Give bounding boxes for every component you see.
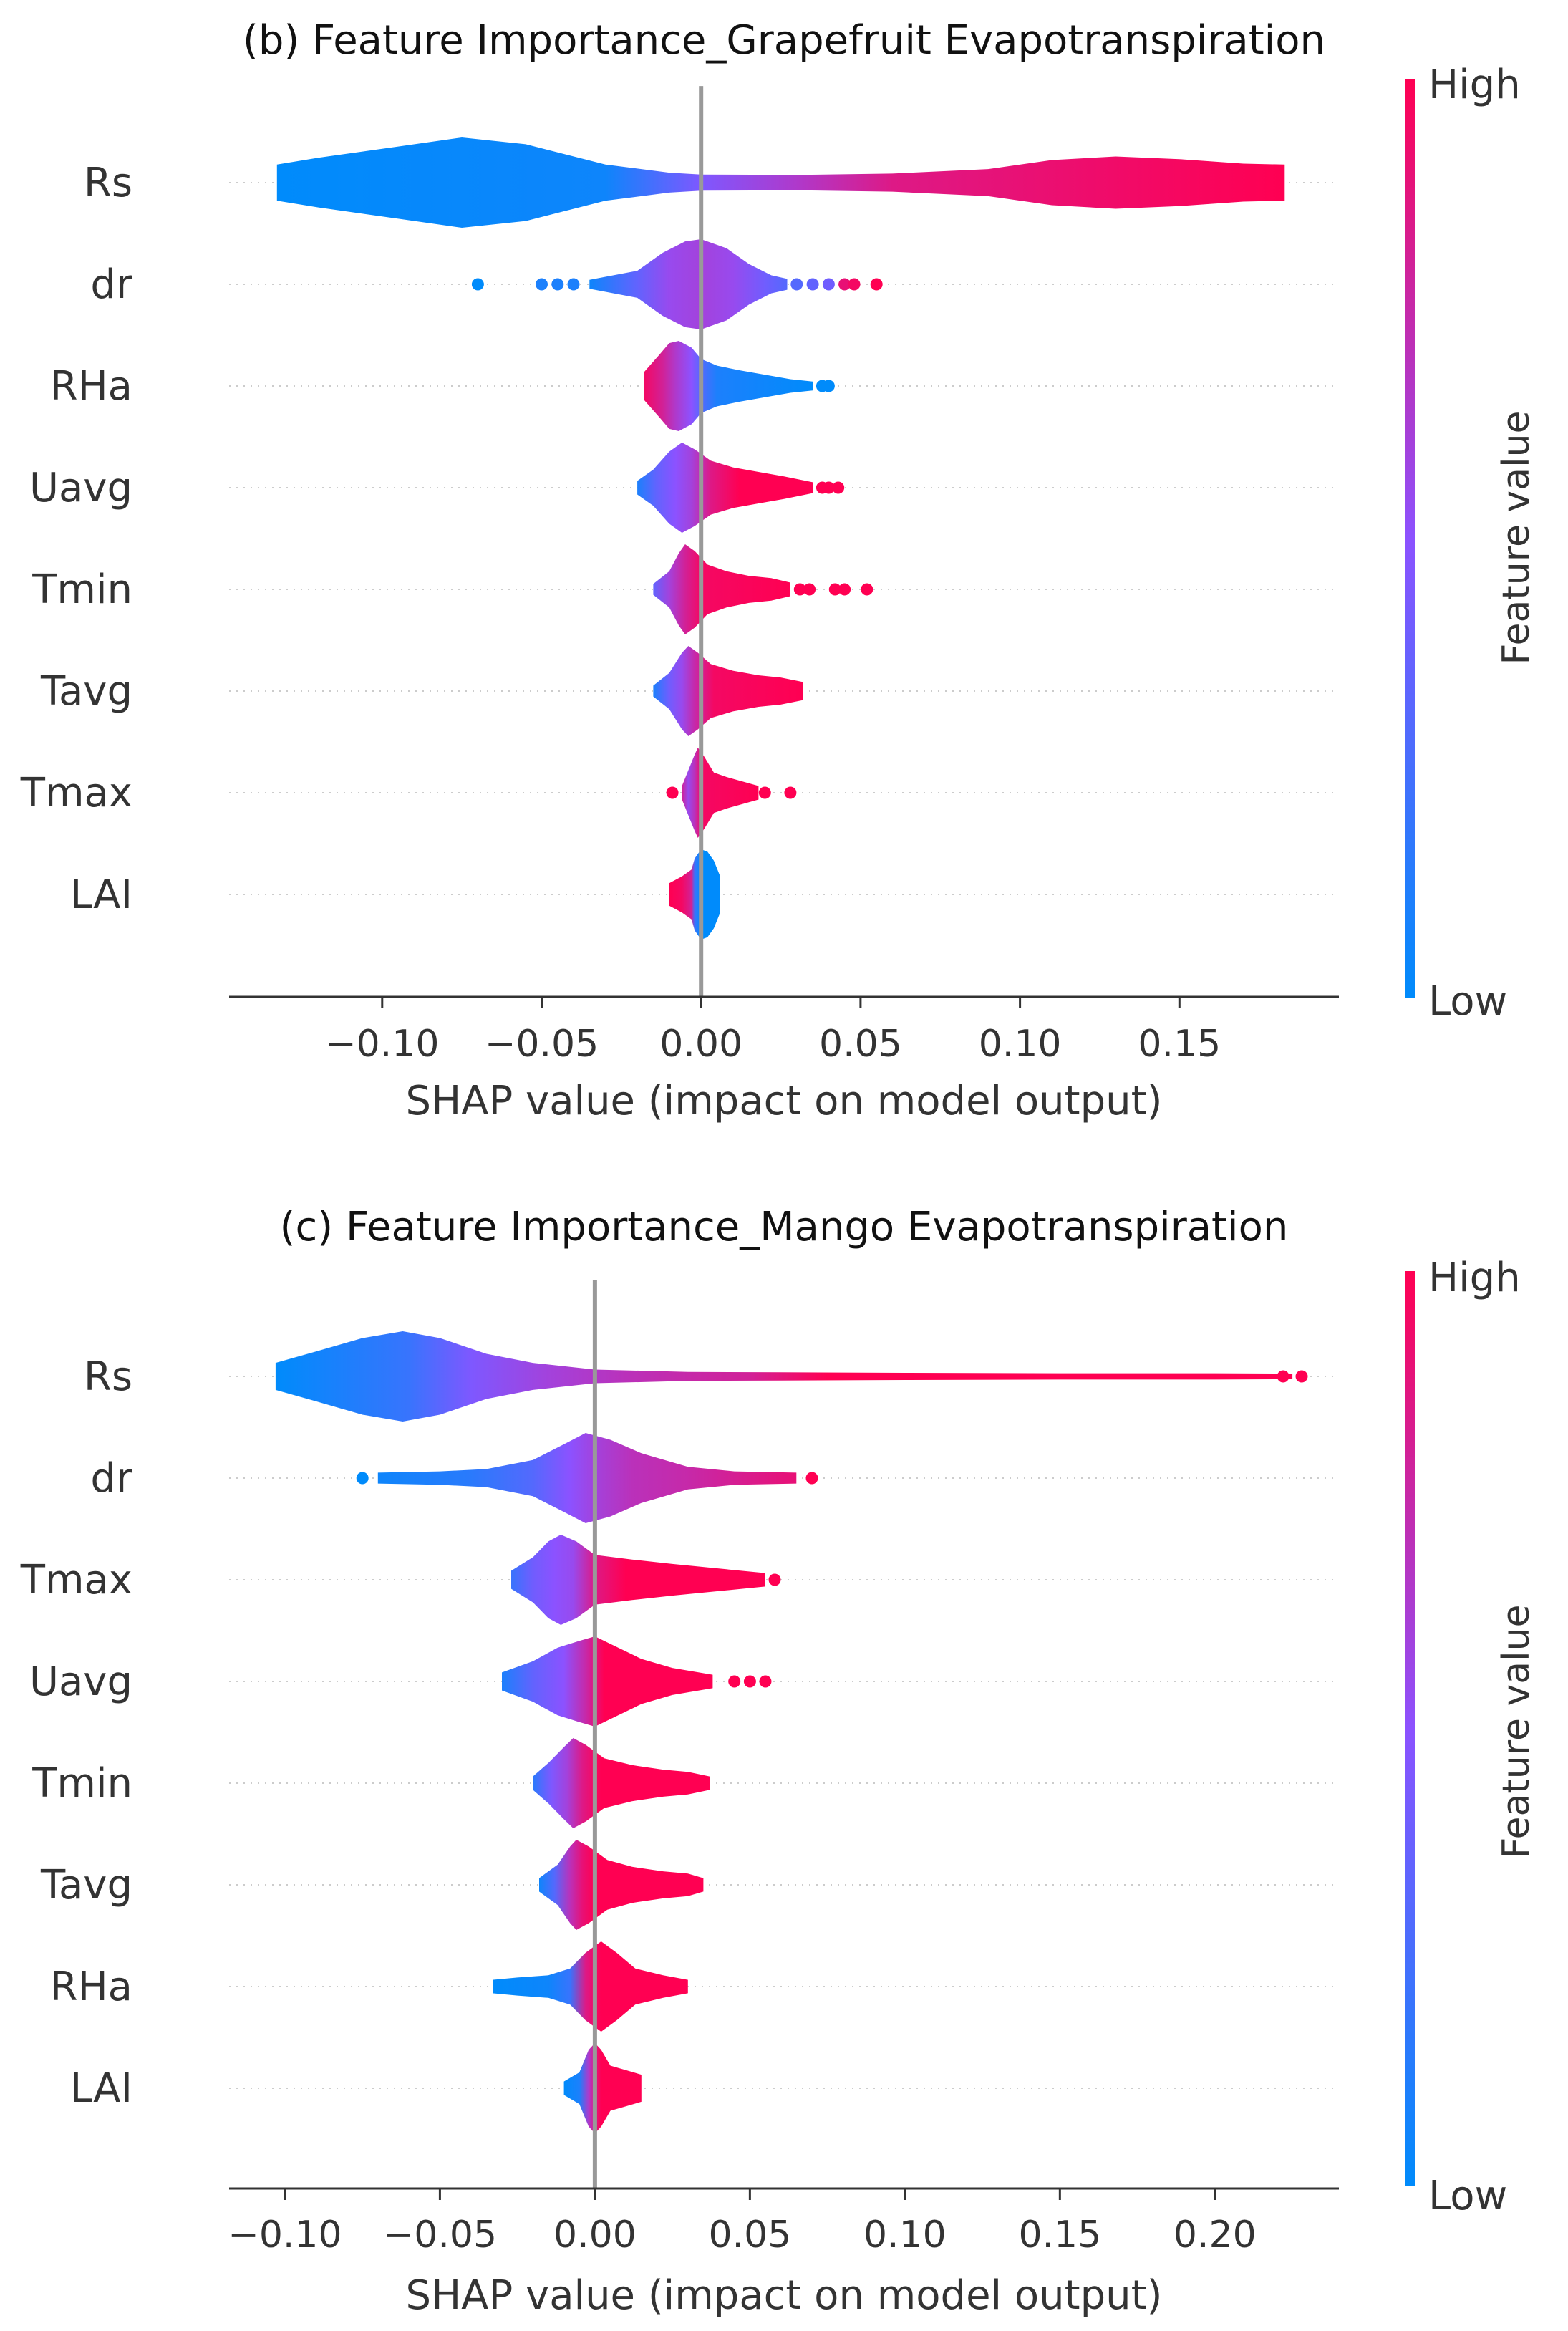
- outlier-point: [567, 278, 580, 291]
- outlier-point: [551, 278, 564, 291]
- outlier-point: [806, 278, 819, 291]
- colorbar-title: Feature value: [1495, 1604, 1538, 1858]
- feature-distribution: [653, 646, 803, 736]
- feature-distribution: [644, 341, 813, 431]
- outlier-point: [803, 583, 816, 596]
- feature-distribution: [275, 1331, 1293, 1422]
- x-tick-label: 0.00: [659, 1023, 742, 1066]
- x-tick-label: 0.00: [553, 2214, 637, 2257]
- feature-distribution: [377, 1433, 797, 1523]
- outlier-point: [784, 786, 797, 799]
- feature-label: Rs: [84, 160, 132, 206]
- outlier-point: [768, 1573, 781, 1586]
- outlier-point: [822, 380, 835, 392]
- chart-title-grapefruit: (b) Feature Importance_Grapefruit Evapot…: [243, 17, 1325, 64]
- feature-label: Tavg: [40, 668, 132, 715]
- x-tick-label: −0.05: [485, 1023, 599, 1066]
- colorbar: [1405, 1271, 1415, 2186]
- feature-label: Uavg: [29, 1659, 132, 1705]
- x-tick-label: 0.10: [863, 2214, 947, 2257]
- feature-distribution: [276, 137, 1285, 228]
- beeswarm-shapes: [275, 1331, 1308, 2133]
- colorbar-low-label: Low: [1428, 978, 1507, 1025]
- feature-label: dr: [90, 261, 133, 308]
- feature-label: Uavg: [29, 465, 132, 511]
- feature-label: Tavg: [40, 1862, 132, 1908]
- outlier-point: [822, 278, 835, 291]
- x-axis-ticks: −0.10 −0.05 0.00 0.05 0.10 0.15: [325, 997, 1221, 1066]
- outlier-point: [356, 1472, 369, 1485]
- colorbar-high-label: High: [1428, 1255, 1521, 1301]
- x-tick-label: −0.10: [228, 2214, 342, 2257]
- feature-distribution: [539, 1840, 704, 1930]
- outlier-point: [759, 1675, 772, 1688]
- colorbar-low-label: Low: [1428, 2173, 1507, 2219]
- outlier-point: [790, 278, 803, 291]
- feature-label: LAI: [70, 872, 132, 918]
- outlier-point: [758, 786, 771, 799]
- outlier-point: [728, 1675, 741, 1688]
- outlier-point: [471, 278, 484, 291]
- x-tick-label: 0.15: [1018, 2214, 1101, 2257]
- outlier-point: [848, 278, 861, 291]
- feature-label: LAI: [70, 2065, 132, 2112]
- x-tick-label: 0.05: [819, 1023, 902, 1066]
- x-tick-label: 0.20: [1173, 2214, 1257, 2257]
- feature-label: RHa: [50, 1964, 132, 2010]
- outlier-point: [870, 278, 883, 291]
- panel-mango: (c) Feature Importance_Mango Evapotransp…: [20, 1204, 1538, 2319]
- outlier-point: [793, 583, 806, 596]
- outlier-point: [838, 278, 851, 291]
- x-tick-label: −0.05: [383, 2214, 497, 2257]
- feature-label: RHa: [50, 363, 132, 410]
- outlier-point: [838, 583, 851, 596]
- x-axis-label: SHAP value (impact on model output): [406, 2272, 1163, 2319]
- x-axis-ticks: −0.10 −0.05 0.00 0.05 0.10 0.15 0.20: [228, 2188, 1257, 2257]
- feature-labels: Rs dr Tmax Uavg Tmin Tavg RHa LAI: [20, 1353, 133, 2112]
- feature-label: dr: [90, 1455, 133, 1502]
- outlier-point: [805, 1472, 818, 1485]
- outlier-point: [666, 786, 679, 799]
- x-tick-label: 0.10: [979, 1023, 1062, 1066]
- feature-label: Tmin: [32, 1760, 132, 1807]
- feature-distribution: [563, 2043, 642, 2133]
- colorbar-title: Feature value: [1495, 410, 1538, 665]
- feature-distribution: [502, 1636, 713, 1727]
- x-tick-label: −0.10: [325, 1023, 439, 1066]
- feature-distribution: [589, 239, 788, 329]
- outlier-point: [828, 583, 841, 596]
- feature-labels: Rs dr RHa Uavg Tmin Tavg Tmax LAI: [20, 160, 133, 918]
- chart-title-mango: (c) Feature Importance_Mango Evapotransp…: [280, 1204, 1289, 1250]
- outlier-point: [743, 1675, 756, 1688]
- feature-distribution: [682, 748, 759, 838]
- outlier-point: [822, 481, 835, 494]
- feature-distribution: [493, 1941, 688, 2032]
- panel-grapefruit: (b) Feature Importance_Grapefruit Evapot…: [20, 17, 1538, 1124]
- outlier-point: [1295, 1370, 1308, 1383]
- outlier-point: [1277, 1370, 1289, 1383]
- outlier-point: [832, 481, 845, 494]
- x-tick-label: 0.05: [708, 2214, 791, 2257]
- feature-distribution: [533, 1738, 710, 1828]
- feature-distribution: [669, 849, 720, 940]
- outlier-point: [861, 583, 873, 596]
- x-axis-label: SHAP value (impact on model output): [406, 1078, 1163, 1124]
- feature-label: Tmax: [20, 1557, 132, 1603]
- colorbar-high-label: High: [1428, 62, 1521, 108]
- beeswarm-shapes: [276, 137, 1285, 940]
- feature-distribution: [637, 443, 813, 533]
- feature-label: Tmax: [20, 770, 132, 816]
- feature-label: Rs: [84, 1353, 132, 1400]
- feature-label: Tmin: [32, 566, 132, 613]
- feature-distribution: [653, 544, 790, 634]
- x-tick-label: 0.15: [1138, 1023, 1221, 1066]
- feature-distribution: [511, 1535, 765, 1625]
- colorbar: [1405, 79, 1415, 998]
- outlier-point: [536, 278, 548, 291]
